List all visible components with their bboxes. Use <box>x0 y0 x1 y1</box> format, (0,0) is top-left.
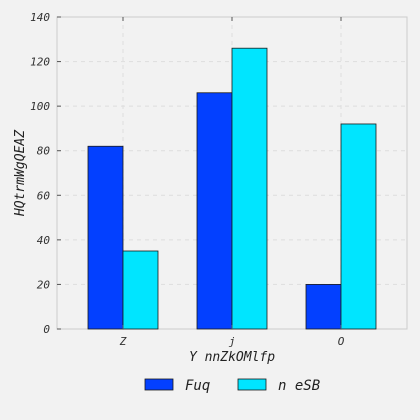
x-tick-label: O <box>338 335 345 348</box>
y-tick-label: 80 <box>37 145 51 158</box>
y-tick-label: 40 <box>37 234 51 247</box>
y-tick-label: 100 <box>30 100 50 113</box>
legend-swatch <box>237 378 267 391</box>
bar <box>122 250 159 330</box>
bar <box>340 123 377 330</box>
y-tick-label: 60 <box>37 189 51 202</box>
bar <box>87 145 124 330</box>
legend-swatch <box>144 378 174 391</box>
bar <box>231 47 268 330</box>
axis-ticks: 0 20 40 60 80 100 120 140 Z j O <box>30 11 345 348</box>
y-tick-label: 20 <box>37 278 51 291</box>
y-axis-label: HQtrmWgQEAZ <box>13 129 28 217</box>
y-tick-label: 120 <box>30 56 50 69</box>
x-tick-label: j <box>229 335 236 348</box>
x-axis-label: Y nnZkOMlfp <box>189 350 275 365</box>
y-tick-label: 140 <box>30 11 50 24</box>
bar <box>305 284 342 330</box>
y-tick-label: 0 <box>43 323 50 336</box>
x-tick-label: Z <box>119 335 127 348</box>
legend-label: n eSB <box>278 378 320 394</box>
bar <box>196 92 233 330</box>
legend-label: Fuq <box>185 378 210 394</box>
legend: Fuq n eSB <box>144 378 320 394</box>
bars <box>87 47 377 330</box>
